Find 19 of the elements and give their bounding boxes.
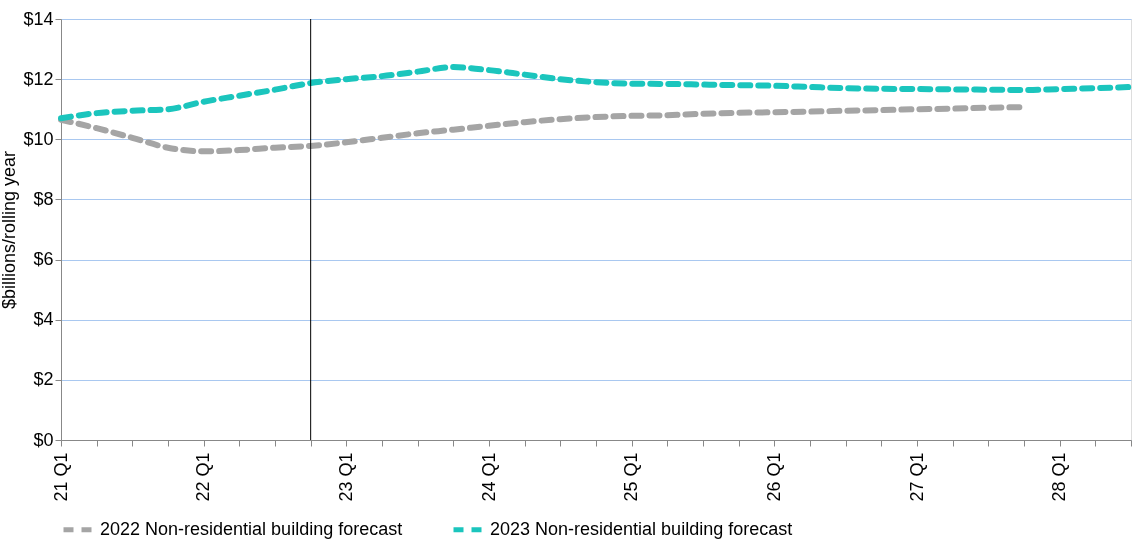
x-tick-label: 21 Q1 <box>50 452 71 502</box>
x-tick-label: 23 Q1 <box>335 452 356 502</box>
y-axis-title: $billions/rolling year <box>0 150 20 310</box>
y-tick-label: $10 <box>23 128 54 149</box>
x-tick-label: 24 Q1 <box>478 452 499 502</box>
y-tick-label: $4 <box>33 309 54 330</box>
y-tick-label: $14 <box>23 8 54 29</box>
y-tick-label: $6 <box>33 249 54 270</box>
y-tick-label: $12 <box>23 68 54 89</box>
legend-label: 2023 Non-residential building forecast <box>490 518 793 539</box>
x-tick-label: 27 Q1 <box>906 452 927 502</box>
x-tick-label: 25 Q1 <box>621 452 642 502</box>
legend-label: 2022 Non-residential building forecast <box>100 518 403 539</box>
x-tick-label: 22 Q1 <box>193 452 214 502</box>
y-tick-label: $2 <box>33 369 54 390</box>
y-tick-label: $8 <box>33 188 54 209</box>
x-tick-label: 28 Q1 <box>1049 452 1070 502</box>
y-tick-label: $0 <box>33 429 54 450</box>
x-tick-label: 26 Q1 <box>763 452 784 502</box>
